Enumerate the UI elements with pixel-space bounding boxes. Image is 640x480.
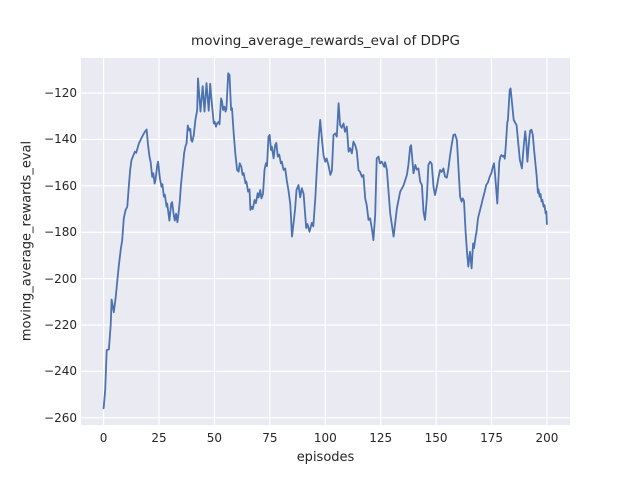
y-tick-label: −160 bbox=[44, 178, 77, 193]
y-tick-label: −240 bbox=[44, 364, 77, 379]
x-tick-label: 150 bbox=[424, 431, 448, 445]
x-tick-label: 125 bbox=[369, 431, 393, 445]
x-tick-label: 0 bbox=[99, 431, 108, 445]
line-plot-canvas bbox=[81, 58, 570, 425]
x-tick-label: 100 bbox=[313, 431, 337, 445]
x-tick-label: 75 bbox=[262, 431, 278, 445]
y-tick-label: −260 bbox=[44, 410, 77, 425]
y-tick-label: −140 bbox=[44, 132, 77, 147]
x-tick-label: 25 bbox=[151, 431, 167, 445]
plot-area bbox=[81, 58, 570, 425]
x-axis-label: episodes bbox=[296, 450, 355, 465]
chart-title: moving_average_rewards_eval of DDPG bbox=[191, 33, 460, 49]
y-tick-label: −120 bbox=[44, 86, 77, 101]
y-axis-label: moving_average_rewards_eval bbox=[19, 140, 35, 342]
x-tick-label: 50 bbox=[206, 431, 223, 445]
y-tick-label: −220 bbox=[44, 318, 77, 332]
x-tick-label: 200 bbox=[535, 431, 559, 445]
y-tick-label: −200 bbox=[44, 271, 77, 286]
series-line bbox=[102, 72, 548, 410]
y-tick-label: −180 bbox=[44, 225, 77, 240]
x-tick-label: 175 bbox=[480, 431, 503, 445]
